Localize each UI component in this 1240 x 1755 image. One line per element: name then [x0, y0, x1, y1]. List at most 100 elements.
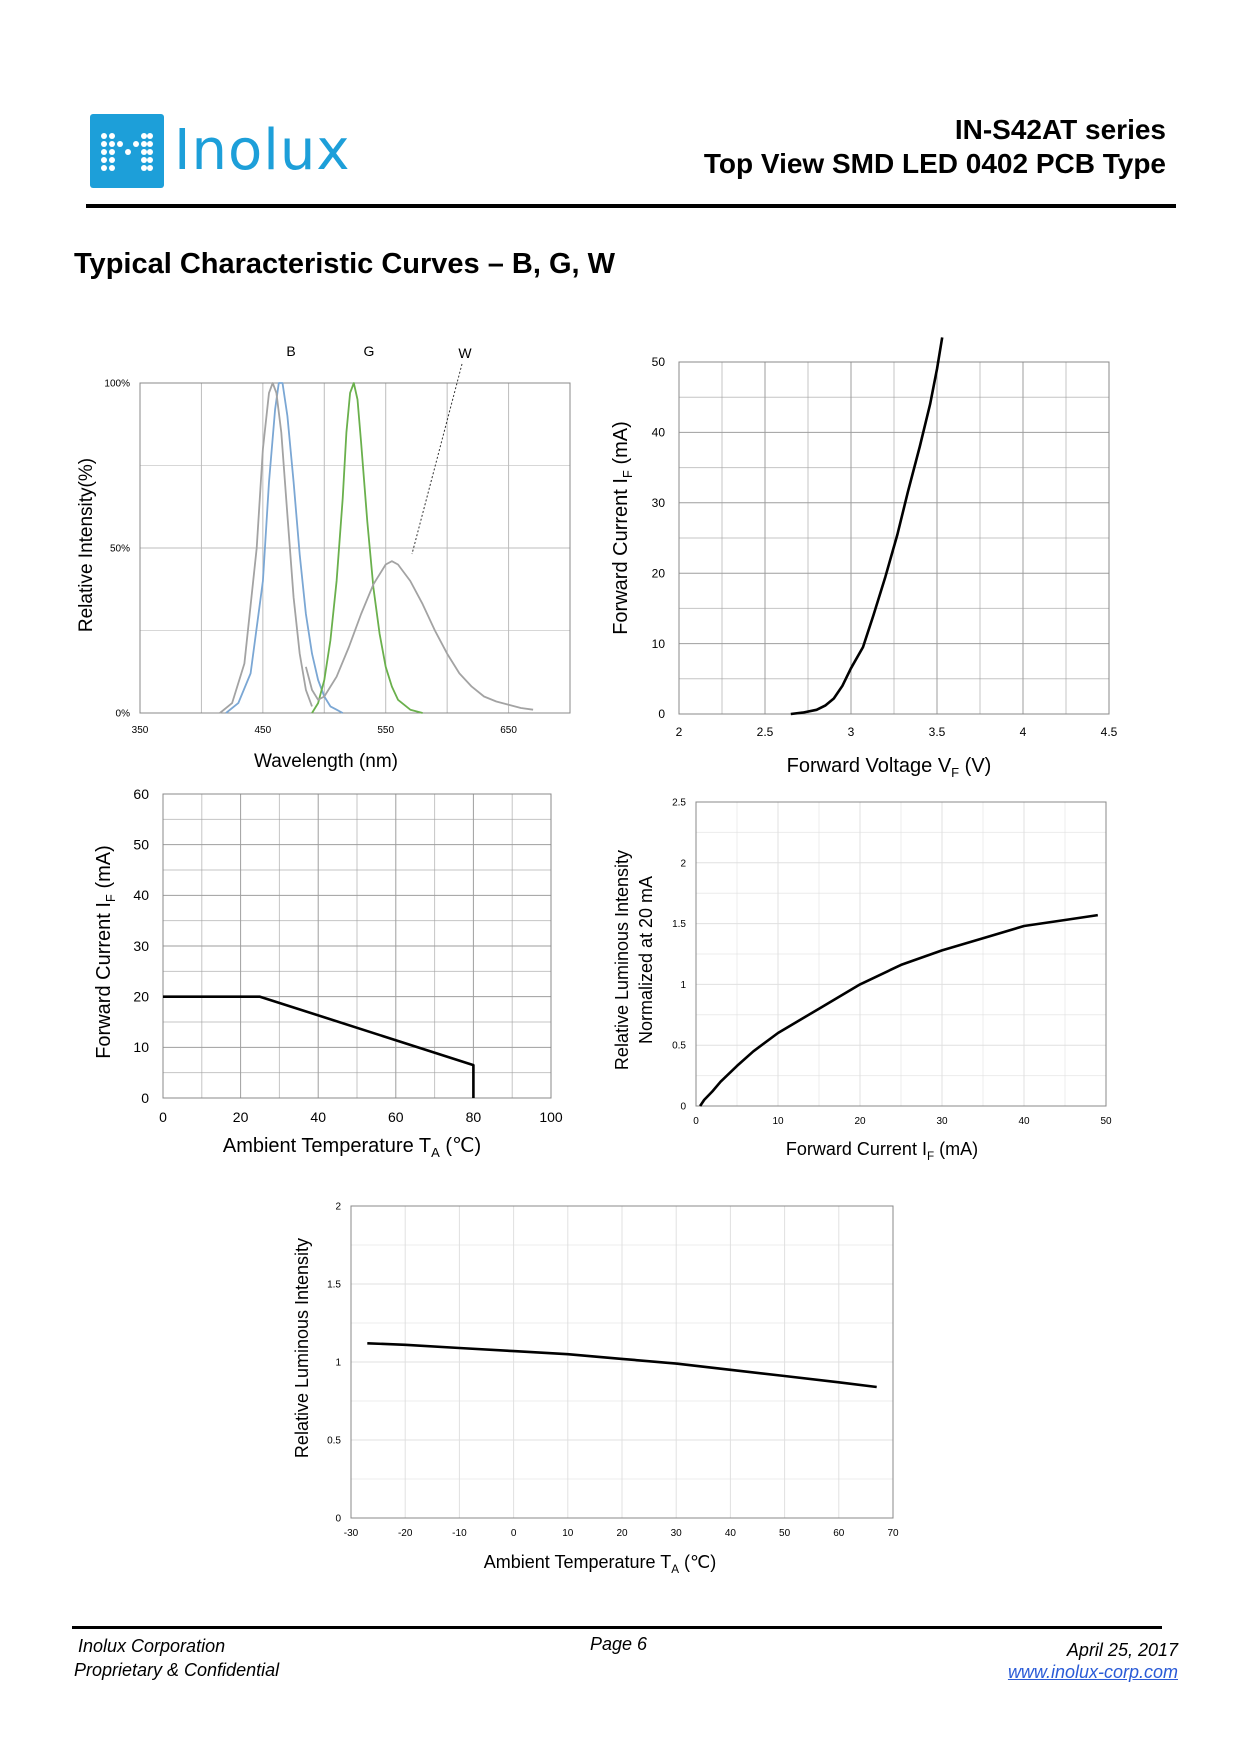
luminous-vs-temperature-xtick-label: -20 — [398, 1528, 413, 1539]
chart-luminous-vs-temperature: -30 -20 -10 0 10 20 30 40 50 60 70 0 0.5 1 1.5 2 Ambient… — [292, 1202, 899, 1577]
luminous-vs-temperature-xlabel: Ambient Temperature TA (℃) — [484, 1552, 716, 1576]
footer-divider — [72, 1626, 1162, 1629]
derating-ytick-label: 10 — [133, 1039, 149, 1055]
luminous-vs-temperature-xtick-label: 70 — [887, 1528, 899, 1539]
derating-xlabel: Ambient Temperature TA (℃) — [223, 1135, 481, 1160]
luminous-vs-temperature-plot-frame — [350, 1205, 894, 1519]
chart-luminous-vs-current: 0 10 20 30 40 50 0 0.5 1 1.5 2 2.5 Forward Current I… — [612, 798, 1112, 1164]
spectrum-series-G — [311, 382, 423, 714]
iv-ytick-label: 10 — [652, 637, 666, 651]
derating-xtick-label: 40 — [310, 1109, 326, 1125]
iv-xtick-label: 2.5 — [757, 725, 774, 739]
spectrum-ytick-label: 100% — [104, 379, 130, 390]
footer-website[interactable]: www.inolux-corp.com — [1008, 1662, 1178, 1683]
luminous-vs-current-plot-frame — [695, 801, 1107, 1107]
luminous-vs-temperature-xtick-label: 30 — [671, 1528, 683, 1539]
derating-ytick-label: 0 — [141, 1090, 149, 1106]
section-title: Typical Characteristic Curves – B, G, W — [74, 248, 615, 280]
luminous-vs-current-series-0 — [699, 913, 1098, 1107]
iv-xtick-label: 4 — [1020, 725, 1027, 739]
luminous-vs-temperature-ytick-label: 0 — [335, 1514, 341, 1525]
iv-ytick-label: 40 — [652, 426, 666, 440]
derating-ytick-label: 60 — [133, 786, 149, 802]
luminous-vs-temperature-xtick-label: 60 — [833, 1528, 845, 1539]
derating-ytick-label: 20 — [133, 989, 149, 1005]
chart-derating: 0 20 40 60 80 100 0 10 20 30 40 50 60 Ambient Tempera… — [93, 786, 563, 1160]
spectrum-series-W — [305, 560, 534, 711]
luminous-vs-temperature-xtick-label: 10 — [562, 1528, 574, 1539]
spectrum-xtick-label: 450 — [255, 725, 272, 736]
luminous-vs-temperature-ytick-label: 0.5 — [327, 1436, 341, 1447]
luminous-vs-temperature-xtick-label: 50 — [779, 1528, 791, 1539]
derating-xtick-label: 80 — [466, 1109, 482, 1125]
spectrum-series-B2 — [219, 382, 313, 714]
spectrum-xtick-label: 650 — [500, 725, 517, 736]
iv-grid — [678, 361, 1110, 715]
iv-xlabel: Forward Voltage VF (V) — [787, 755, 992, 780]
luminous-vs-temperature-series-0 — [367, 1342, 877, 1389]
document-subtitle: Top View SMD LED 0402 PCB Type — [703, 148, 1166, 179]
footer-confidential: Proprietary & Confidential — [74, 1660, 280, 1680]
luminous-vs-current-xtick-label: 50 — [1100, 1116, 1112, 1127]
footer-date: April 25, 2017 — [1066, 1640, 1178, 1660]
luminous-vs-temperature-xtick-label: 0 — [511, 1528, 517, 1539]
luminous-vs-temperature-ytick-label: 2 — [335, 1202, 341, 1213]
series-label-w: W — [458, 345, 472, 361]
iv-xtick-label: 4.5 — [1101, 725, 1118, 739]
spectrum-plot-frame — [139, 382, 571, 714]
luminous-vs-temperature-grid — [350, 1205, 894, 1519]
derating-xtick-label: 100 — [539, 1109, 563, 1125]
derating-grid — [162, 793, 552, 1099]
spectrum-series-B — [225, 382, 344, 714]
spectrum-ylabel: Relative Intensity(%) — [76, 458, 97, 632]
iv-ytick-label: 20 — [652, 566, 666, 580]
luminous-vs-current-xtick-label: 20 — [854, 1116, 866, 1127]
inolux-logo: Inolux — [90, 114, 350, 190]
luminous-vs-current-xtick-label: 40 — [1018, 1116, 1030, 1127]
derating-ylabel: Forward Current IF (mA) — [93, 845, 118, 1059]
derating-ytick-label: 50 — [133, 837, 149, 853]
luminous-vs-temperature-ylabel: Relative Luminous Intensity — [292, 1238, 312, 1458]
iv-plot-frame — [678, 361, 1110, 715]
chart-spectrum: 350 450 550 650 0% 50% 100% Wavelength (nm) Rela… — [76, 343, 571, 772]
luminous-vs-current-ytick-label: 2.5 — [672, 798, 686, 809]
series-label-g: G — [364, 343, 375, 359]
iv-ytick-label: 30 — [652, 496, 666, 510]
iv-xtick-label: 3.5 — [929, 725, 946, 739]
luminous-vs-current-ytick-label: 0.5 — [672, 1041, 686, 1052]
series-label-b: B — [286, 343, 295, 359]
spectrum-ytick-label: 50% — [110, 544, 130, 555]
iv-series-0 — [790, 337, 944, 716]
luminous-vs-current-ylabel: Relative Luminous Intensity — [612, 850, 632, 1070]
derating-series-0 — [163, 995, 475, 1098]
iv-xtick-label: 2 — [676, 725, 683, 739]
spectrum-ytick-label: 0% — [116, 709, 131, 720]
luminous-vs-current-ytick-label: 1.5 — [672, 919, 686, 930]
luminous-vs-current-grid — [695, 801, 1107, 1107]
derating-xtick-label: 60 — [388, 1109, 404, 1125]
derating-ytick-label: 40 — [133, 887, 149, 903]
logo-mark-icon — [90, 114, 164, 188]
luminous-vs-temperature-xtick-label: -30 — [344, 1528, 359, 1539]
iv-ylabel: Forward Current IF (mA) — [610, 421, 635, 635]
series-label-w-leader — [411, 363, 463, 555]
luminous-vs-temperature-ytick-label: 1 — [335, 1358, 341, 1369]
derating-plot-frame — [162, 793, 552, 1099]
luminous-vs-temperature-xtick-label: 20 — [616, 1528, 628, 1539]
luminous-vs-current-xtick-label: 0 — [693, 1116, 699, 1127]
spectrum-xlabel: Wavelength (nm) — [254, 751, 398, 772]
luminous-vs-current-ytick-label: 0 — [680, 1102, 686, 1113]
luminous-vs-current-xlabel: Forward Current IF (mA) — [786, 1139, 978, 1163]
footer-page-number: Page 6 — [590, 1634, 648, 1654]
derating-ytick-label: 30 — [133, 938, 149, 954]
luminous-vs-temperature-ytick-label: 1.5 — [327, 1280, 341, 1291]
website-link[interactable]: www.inolux-corp.com — [1007, 1662, 1178, 1682]
iv-ytick-label: 0 — [658, 707, 665, 721]
luminous-vs-current-xtick-label: 30 — [936, 1116, 948, 1127]
luminous-vs-current-ytick-label: 1 — [680, 980, 686, 991]
derating-xtick-label: 20 — [233, 1109, 249, 1125]
luminous-vs-temperature-xtick-label: 40 — [725, 1528, 737, 1539]
logo-text: Inolux — [174, 118, 351, 183]
series-title: IN-S42AT series — [954, 114, 1166, 145]
